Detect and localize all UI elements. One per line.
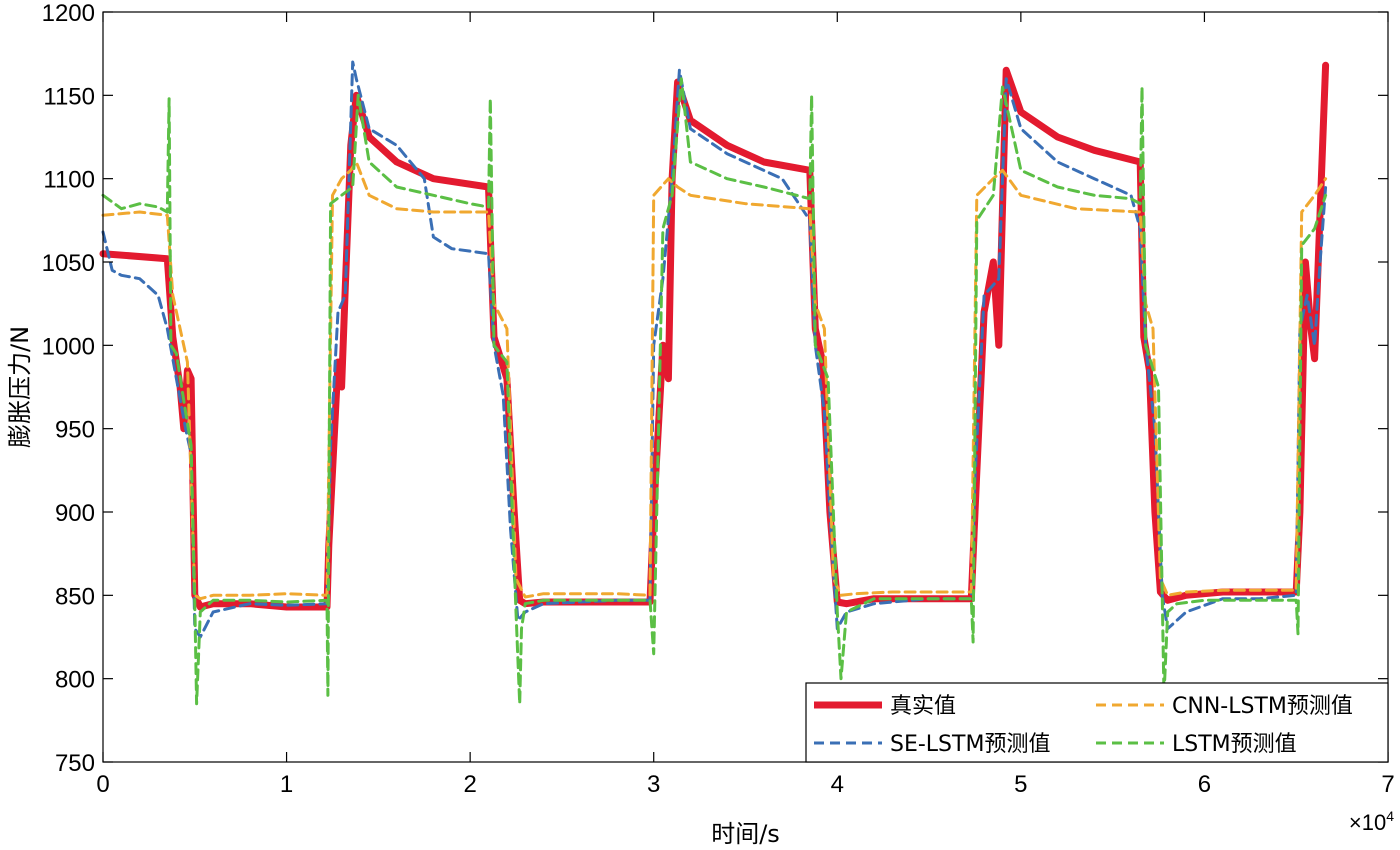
- y-tick-label: 1200: [42, 0, 95, 27]
- legend-label: SE-LSTM预测值: [890, 732, 1050, 757]
- y-tick-label: 1100: [43, 167, 95, 194]
- y-tick-label: 750: [55, 750, 95, 777]
- series-line-3: [101, 77, 1328, 706]
- series-layer: [99, 60, 1330, 706]
- x-tick-label: 6: [1198, 771, 1211, 798]
- x-tick-label: 2: [463, 771, 476, 798]
- legend-box: [805, 682, 1389, 763]
- x-tick-label: 1: [280, 771, 293, 798]
- legend-label: CNN-LSTM预测值: [1172, 694, 1353, 719]
- y-tick-label: 850: [55, 583, 95, 610]
- x-axis-multiplier: ×104: [1349, 808, 1394, 835]
- y-tick-label: 1150: [43, 83, 95, 110]
- x-axis-multiplier-base: ×10: [1349, 810, 1386, 835]
- x-tick-label: 3: [647, 771, 660, 798]
- y-axis-title: 膨胀压力/N: [6, 326, 34, 448]
- plot-frame: [102, 11, 1389, 763]
- x-tick-label: 7: [1381, 771, 1394, 798]
- legend: 真实值 SE-LSTM预测值 CNN-LSTM预测值 LSTM预测值: [805, 682, 1389, 763]
- y-tick-label: 800: [55, 667, 95, 694]
- legend-label: LSTM预测值: [1172, 732, 1297, 757]
- y-tick-label: 950: [55, 417, 95, 444]
- y-tick-label: 1050: [42, 250, 95, 277]
- y-tick-label: 1000: [42, 333, 95, 360]
- x-axis-multiplier-exponent: 4: [1386, 808, 1394, 824]
- ticks-layer: 0 1 2 3 4 5 6 7 750 800 850 900 950 1000 1050 1100 1150 1…: [42, 0, 1395, 798]
- series-line-0: [99, 61, 1330, 611]
- x-tick-label: 4: [831, 771, 844, 798]
- series-line-2: [101, 160, 1328, 601]
- y-tick-label: 900: [55, 500, 95, 527]
- x-tick-label: 0: [96, 771, 109, 798]
- x-axis-title: 时间/s: [711, 820, 780, 848]
- x-tick-label: 5: [1014, 771, 1027, 798]
- legend-label: 真实值: [890, 694, 956, 719]
